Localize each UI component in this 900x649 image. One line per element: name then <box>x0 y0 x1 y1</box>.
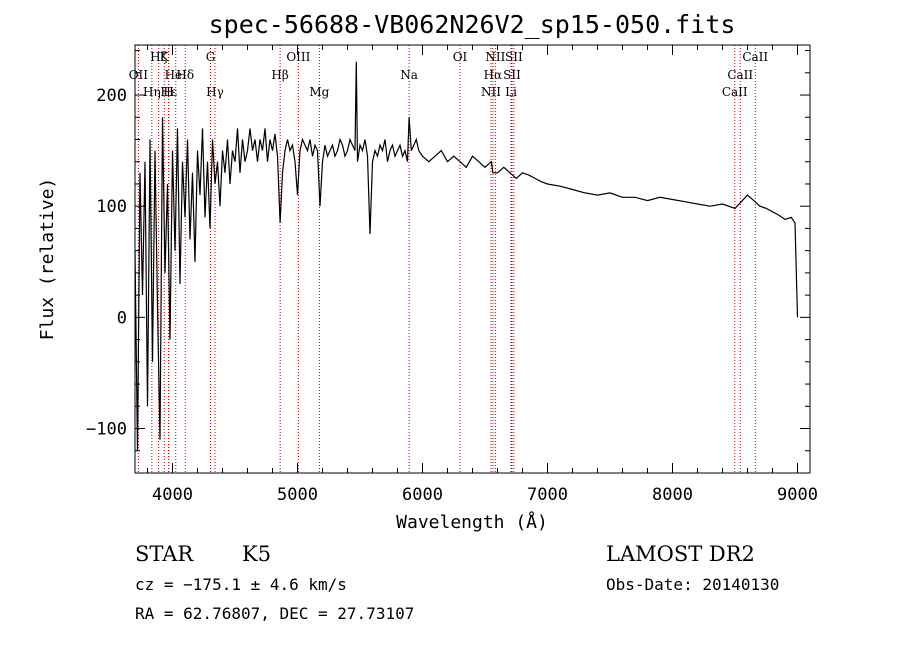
line-marker-label: OIII <box>286 50 310 64</box>
y-tick-label: 200 <box>96 86 127 106</box>
line-marker-label: Hη <box>143 85 161 99</box>
line-marker-label: SII <box>503 68 521 82</box>
object-subclass: K5 <box>242 542 271 566</box>
line-marker-label: CaII <box>727 68 753 82</box>
line-marker-label: Hα <box>484 68 503 82</box>
line-marker-label: OII <box>129 68 149 82</box>
spectrum-line <box>134 61 799 451</box>
x-axis-label: Wavelength (Å) <box>396 511 548 533</box>
line-marker-label: G <box>206 50 216 64</box>
line-marker-label: K <box>160 50 170 64</box>
y-tick-label: 0 <box>117 308 127 328</box>
line-marker-label: OI <box>453 50 468 64</box>
x-tick-label: 4000 <box>152 485 193 505</box>
line-marker-label: Na <box>400 68 418 82</box>
line-marker-label: Hδ <box>176 68 194 82</box>
obs-date-text: Obs-Date: 20140130 <box>606 575 779 594</box>
line-marker-label: CaII <box>722 85 748 99</box>
y-tick-label: −100 <box>86 420 127 440</box>
coords-text: RA = 62.76807, DEC = 27.73107 <box>135 604 414 623</box>
x-tick-label: 6000 <box>402 485 443 505</box>
spectral-line-markers <box>137 45 756 473</box>
line-marker-label: NII <box>481 85 501 99</box>
line-marker-label: CaII <box>742 50 768 64</box>
chart-title: spec-56688-VB062N26V2_sp15-050.fits <box>209 10 736 39</box>
y-tick-label: 100 <box>96 197 127 217</box>
plot-frame <box>134 44 811 474</box>
line-marker-label: NII <box>485 50 505 64</box>
line-marker-label: SII <box>505 50 523 64</box>
x-axis-ticks: 4000 5000 6000 7000 8000 9000 <box>147 45 818 505</box>
line-marker-label: HeI <box>165 68 188 82</box>
x-tick-label: 8000 <box>652 485 693 505</box>
line-marker-label: Hγ <box>206 85 224 99</box>
object-class: STAR <box>135 542 194 566</box>
y-axis-ticks: −100 0 100 200 <box>86 50 810 452</box>
line-marker-label: Hε <box>160 85 177 99</box>
redshift-text: cz = −175.1 ± 4.6 km/s <box>135 575 347 594</box>
x-tick-label: 5000 <box>277 485 318 505</box>
line-marker-label: Hζ <box>150 50 167 64</box>
line-marker-label: Hβ <box>271 68 288 82</box>
line-marker-label: Mg <box>309 85 329 99</box>
x-tick-label: 9000 <box>777 485 818 505</box>
line-marker-label: H <box>163 85 173 99</box>
y-axis-label: Flux (relative) <box>37 178 58 341</box>
x-tick-label: 7000 <box>527 485 568 505</box>
survey-name: LAMOST DR2 <box>606 542 755 566</box>
line-marker-label: Li <box>505 85 517 99</box>
